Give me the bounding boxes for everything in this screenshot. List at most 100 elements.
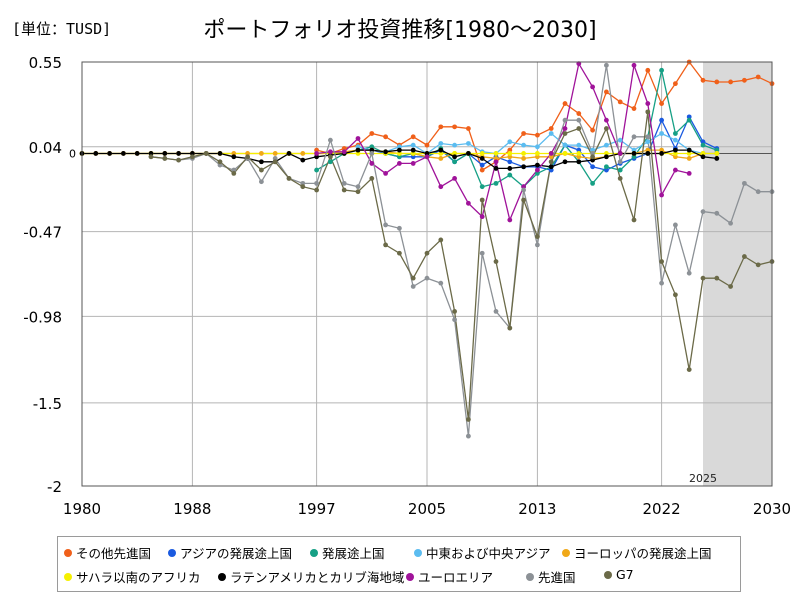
data-point <box>590 84 595 90</box>
data-point <box>521 142 526 148</box>
data-point <box>190 154 195 160</box>
data-point <box>631 217 637 223</box>
data-point <box>535 171 540 176</box>
data-point <box>686 270 692 276</box>
data-point <box>742 77 747 83</box>
data-point <box>452 151 457 156</box>
data-point <box>604 151 609 156</box>
data-point <box>673 151 678 156</box>
data-point <box>686 156 692 161</box>
data-point <box>604 154 609 160</box>
data-point <box>714 210 720 216</box>
data-point <box>479 151 485 156</box>
data-point <box>397 144 402 150</box>
data-point <box>604 126 609 131</box>
data-point <box>355 189 361 195</box>
data-point <box>673 147 678 153</box>
data-point <box>686 147 692 153</box>
data-point <box>328 159 333 165</box>
data-point <box>645 109 651 115</box>
data-point <box>507 217 513 223</box>
data-point <box>659 67 664 73</box>
data-point <box>507 147 513 153</box>
data-point <box>673 222 678 228</box>
data-point <box>314 167 319 173</box>
data-point <box>700 142 706 148</box>
data-point <box>521 164 526 170</box>
data-point <box>355 136 361 141</box>
data-point <box>341 180 347 186</box>
data-point <box>466 151 471 156</box>
data-point <box>645 139 651 145</box>
data-point <box>397 147 402 153</box>
data-point <box>397 225 402 231</box>
data-point <box>410 154 416 160</box>
data-point <box>535 154 540 160</box>
data-point <box>314 147 319 153</box>
data-point <box>604 89 609 95</box>
data-point <box>231 154 237 160</box>
data-point <box>617 159 623 165</box>
data-point <box>755 74 761 80</box>
data-point <box>562 151 568 156</box>
data-point <box>617 167 623 173</box>
data-point <box>507 172 513 178</box>
data-point <box>590 180 595 186</box>
data-point <box>410 147 416 153</box>
legend-marker <box>406 572 414 581</box>
data-point <box>493 180 499 186</box>
data-point <box>286 151 292 156</box>
data-point <box>673 137 678 143</box>
y-tick-label: -2 <box>47 478 62 496</box>
legend-label: その他先進国 <box>76 546 152 561</box>
data-point <box>190 151 195 156</box>
data-point <box>493 151 499 156</box>
data-point <box>742 254 747 259</box>
data-point <box>576 111 582 116</box>
data-point <box>397 154 402 160</box>
data-point <box>700 77 706 83</box>
data-point <box>659 101 664 106</box>
data-point <box>714 147 720 153</box>
data-point <box>438 151 444 156</box>
data-point <box>438 184 444 190</box>
data-point <box>452 142 457 148</box>
data-point <box>231 167 237 173</box>
data-point <box>535 144 540 150</box>
data-point <box>245 154 251 160</box>
data-point <box>259 167 264 173</box>
data-point <box>673 131 678 136</box>
data-point <box>590 157 595 163</box>
data-point <box>714 275 720 281</box>
data-point <box>231 171 237 176</box>
data-point <box>383 222 388 228</box>
data-point <box>341 187 347 193</box>
data-point <box>355 184 361 190</box>
data-point <box>424 142 430 148</box>
data-point <box>121 151 126 156</box>
data-point <box>162 151 168 156</box>
data-point <box>507 151 513 156</box>
legend-marker <box>168 548 176 557</box>
forecast-region <box>703 62 772 486</box>
data-point <box>700 154 706 160</box>
chart-title: ポートフォリオ投資推移[1980～2030] <box>203 18 597 43</box>
y-tick-label: -0.98 <box>23 308 62 326</box>
data-point <box>686 117 692 123</box>
data-point <box>300 184 306 190</box>
data-point <box>493 156 499 161</box>
data-point <box>148 154 154 160</box>
data-point <box>548 126 554 131</box>
data-point <box>479 197 485 203</box>
data-point <box>424 275 430 281</box>
data-point <box>328 149 333 155</box>
data-point <box>107 151 112 156</box>
legend-label: 中東および中央アジア <box>426 546 551 561</box>
data-point <box>231 151 237 156</box>
data-point <box>410 142 416 148</box>
data-point <box>548 154 554 160</box>
legend-label: サハラ以南のアフリカ <box>76 570 201 585</box>
data-point <box>755 262 761 268</box>
data-point <box>755 189 761 195</box>
